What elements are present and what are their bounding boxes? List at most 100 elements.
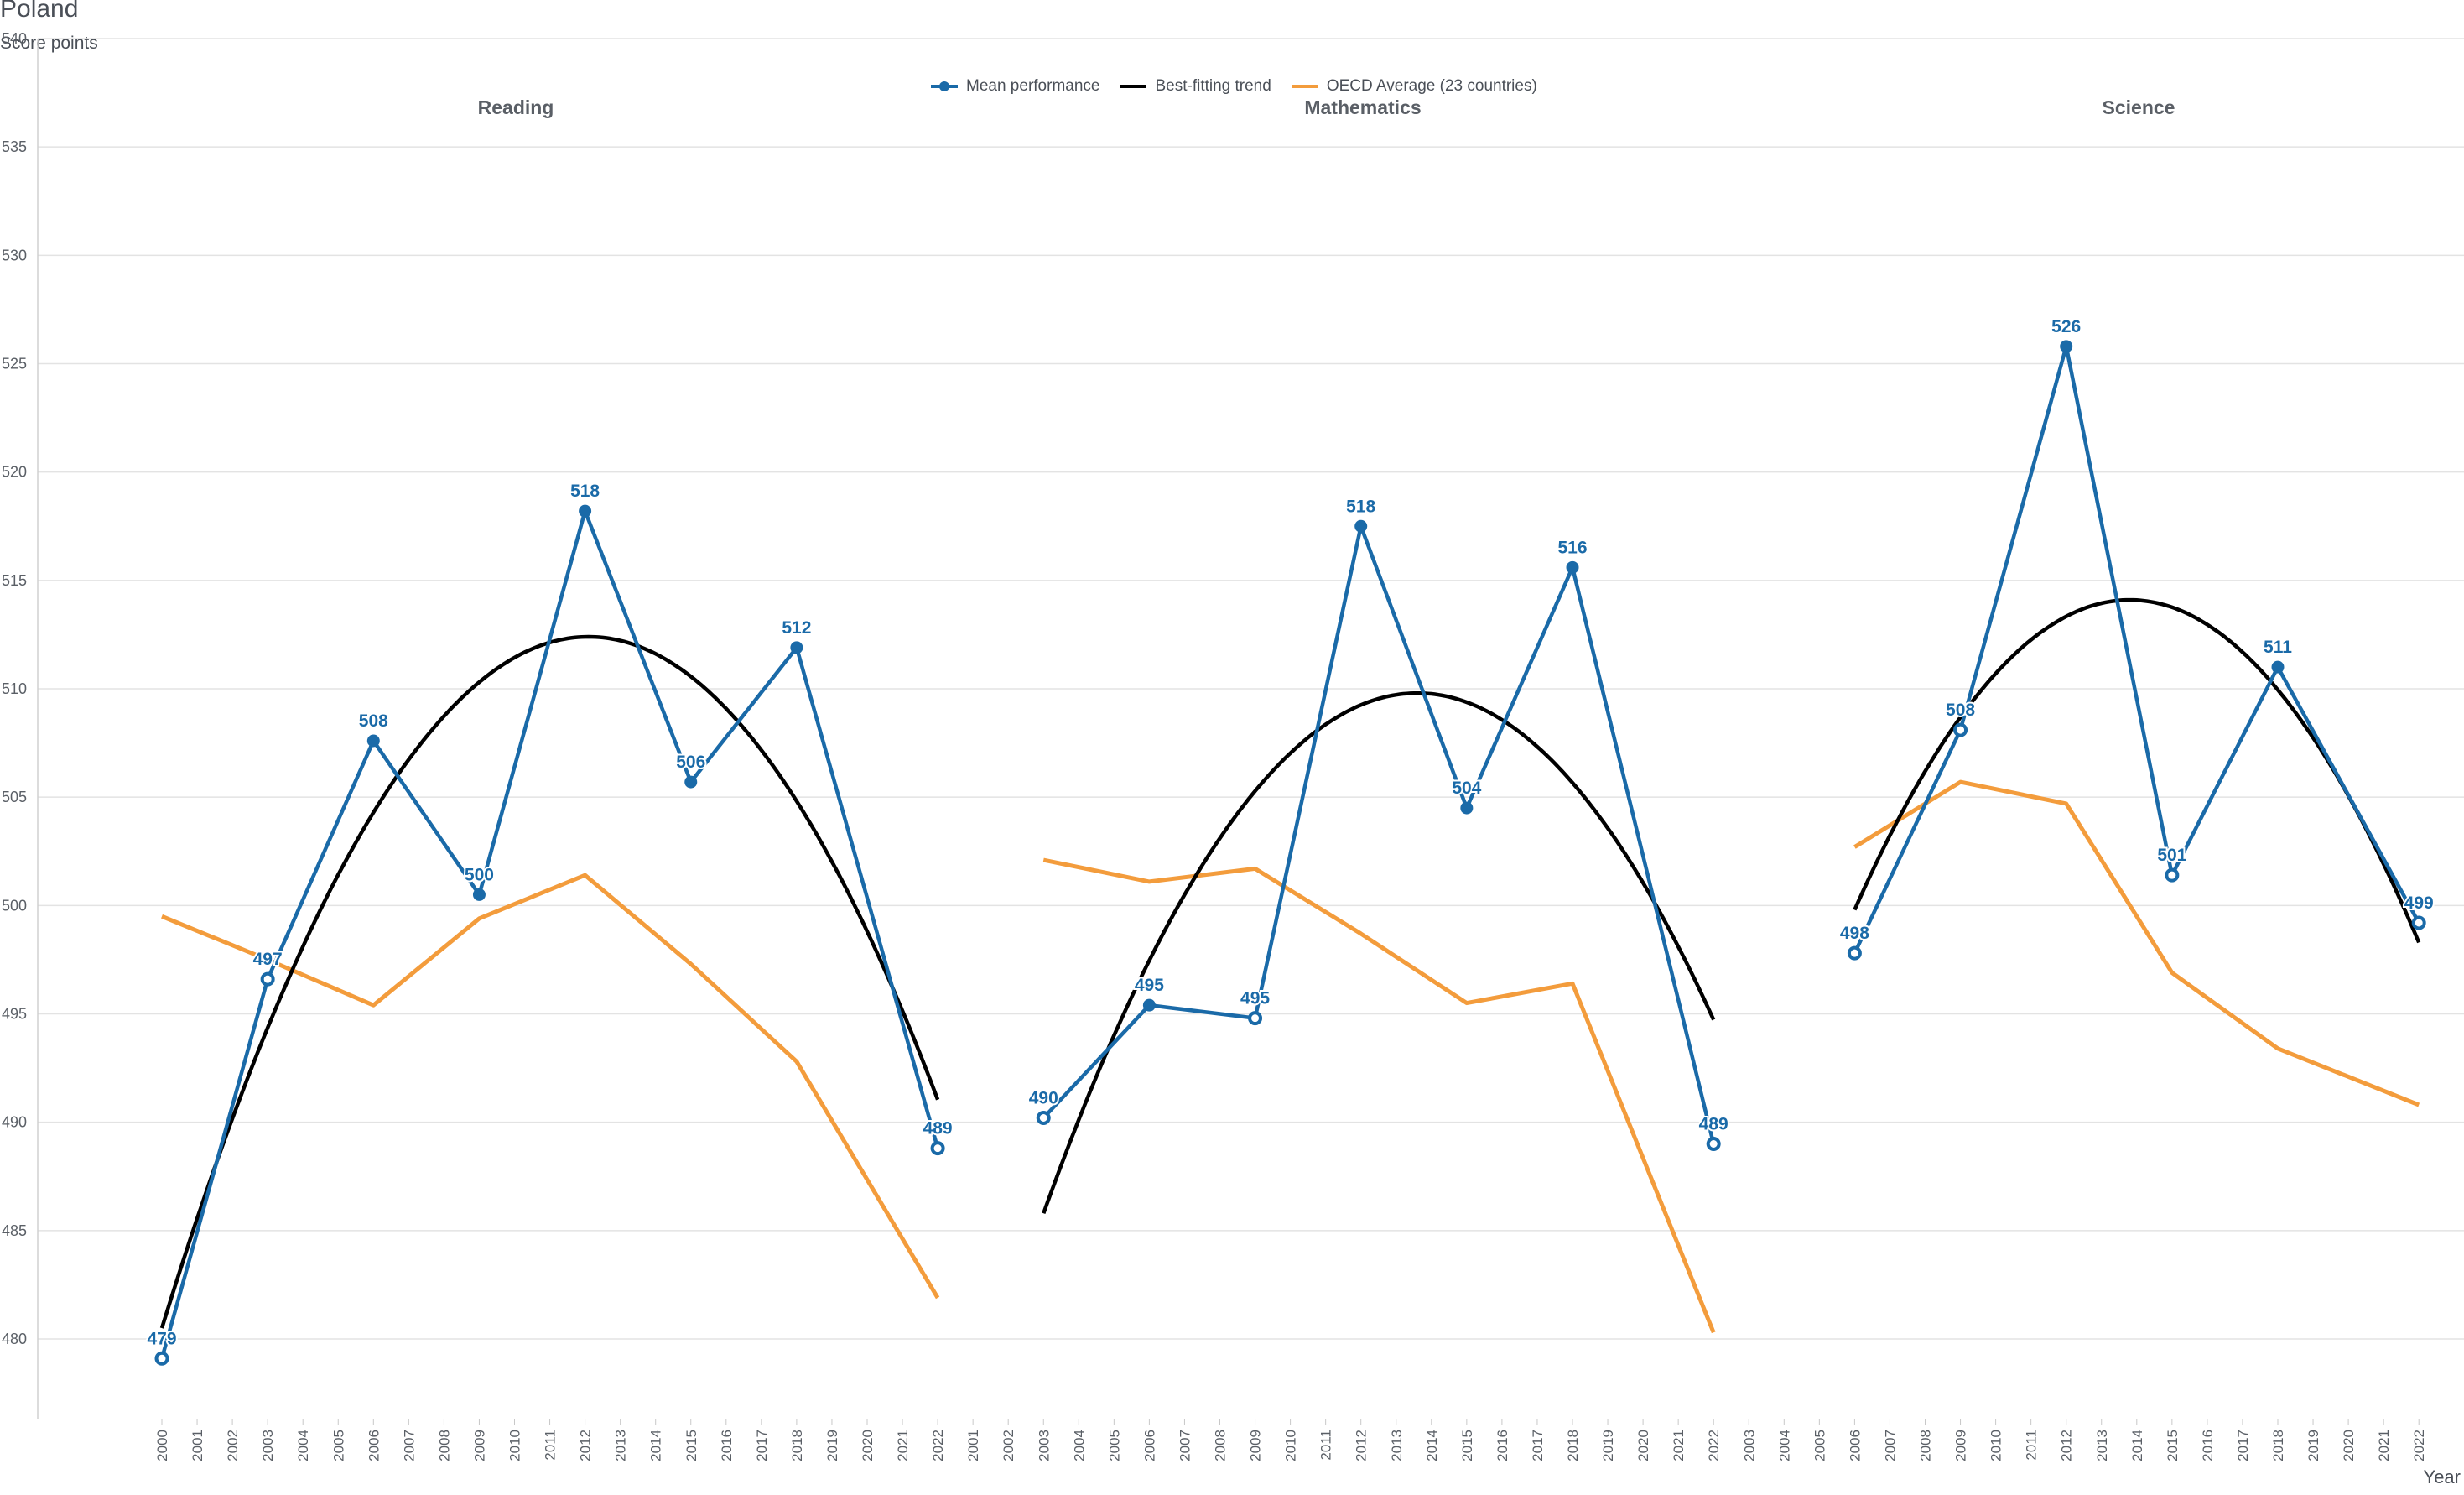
y-tick-label-510: 510: [2, 680, 27, 697]
legend-label-mean: Mean performance: [966, 77, 1100, 95]
oecd-line-science: [1853, 779, 2420, 1107]
legend-line-oecd-icon: [1291, 85, 1318, 88]
trend-line-mathematics: [1042, 690, 1716, 1214]
data-label-science-2009: 508: [1946, 701, 1975, 720]
x-tick-label-2021: 2021: [2376, 1430, 2392, 1461]
mean-point-mathematics-2009: [1248, 1011, 1263, 1026]
mean-point-reading-2015: [684, 775, 698, 789]
x-tick-label-2022: 2022: [1706, 1430, 1722, 1461]
mean-point-mathematics-2018: [1566, 560, 1579, 574]
x-tick-label-2013: 2013: [2094, 1430, 2110, 1461]
data-label-science-2018: 511: [2264, 638, 2292, 657]
x-tick-label-2015: 2015: [684, 1430, 699, 1461]
mean-point-mathematics-2006: [1142, 998, 1156, 1012]
x-tick-label-2002: 2002: [225, 1430, 241, 1461]
x-tick-label-2006: 2006: [1847, 1430, 1863, 1461]
mean-line-reading: [159, 508, 940, 1359]
data-label-reading-2012: 518: [570, 482, 600, 501]
x-tick-label-2014: 2014: [648, 1430, 664, 1461]
x-tick-label-2009: 2009: [471, 1430, 487, 1461]
data-label-mathematics-2022: 489: [1699, 1115, 1728, 1134]
x-tick-label-2014: 2014: [1424, 1430, 1440, 1461]
x-tick-label-2003: 2003: [1036, 1430, 1052, 1461]
data-label-science-2022: 499: [2404, 893, 2434, 913]
x-tick-label-2000: 2000: [154, 1430, 170, 1461]
y-tick-label-490: 490: [2, 1114, 27, 1131]
x-tick-label-2015: 2015: [1459, 1430, 1475, 1461]
x-tick-label-2018: 2018: [1565, 1430, 1581, 1461]
chart-title: Poland: [0, 0, 79, 23]
x-tick-label-2017: 2017: [754, 1430, 770, 1461]
x-tick-label-2020: 2020: [860, 1430, 876, 1461]
mean-point-reading-2003: [260, 971, 275, 987]
legend-item-oecd[interactable]: OECD Average (23 countries): [1290, 77, 1537, 96]
x-tick-label-2003: 2003: [260, 1430, 276, 1461]
x-tick-label-2015: 2015: [2165, 1430, 2181, 1461]
x-tick-label-2007: 2007: [401, 1430, 417, 1461]
x-tick-label-2003: 2003: [1741, 1430, 1757, 1461]
data-label-science-2006: 498: [1840, 924, 1869, 943]
x-tick-label-2021: 2021: [895, 1430, 911, 1461]
x-tick-label-2009: 2009: [1248, 1430, 1264, 1461]
legend: Mean performance Best-fitting trend OECD…: [929, 77, 1537, 96]
x-tick-label-2002: 2002: [1001, 1430, 1016, 1461]
y-tick-label-535: 535: [2, 138, 27, 155]
y-tick-label-520: 520: [2, 464, 27, 481]
x-tick-label-2012: 2012: [2059, 1430, 2075, 1461]
x-tick-label-2019: 2019: [1600, 1430, 1616, 1461]
mean-point-reading-2000: [154, 1351, 169, 1366]
oecd-line-mathematics: [1042, 857, 1716, 1334]
x-tick-label-2010: 2010: [1988, 1430, 2004, 1461]
x-tick-label-2001: 2001: [965, 1430, 981, 1461]
x-tick-label-2004: 2004: [1071, 1430, 1087, 1461]
mean-point-reading-2022: [930, 1141, 945, 1156]
x-tick-label-2007: 2007: [1882, 1430, 1898, 1461]
x-tick-label-2006: 2006: [366, 1430, 382, 1461]
panel-title-reading: Reading: [478, 96, 554, 118]
x-tick-label-2004: 2004: [1776, 1430, 1792, 1461]
panel-title-science: Science: [2103, 96, 2175, 118]
x-tick-label-2020: 2020: [1635, 1430, 1651, 1461]
x-tick-label-2020: 2020: [2341, 1430, 2357, 1461]
mean-point-reading-2018: [790, 641, 803, 654]
data-label-reading-2022: 489: [923, 1119, 953, 1138]
x-tick-label-2013: 2013: [1389, 1430, 1405, 1461]
mean-point-mathematics-2022: [1706, 1137, 1721, 1151]
y-tick-label-505: 505: [2, 789, 27, 805]
legend-label-oecd: OECD Average (23 countries): [1326, 77, 1537, 95]
y-tick-label-500: 500: [2, 897, 27, 914]
x-tick-label-2005: 2005: [330, 1430, 346, 1461]
mean-point-mathematics-2015: [1460, 801, 1474, 815]
x-tick-label-2019: 2019: [824, 1430, 840, 1461]
data-label-mathematics-2003: 490: [1029, 1089, 1058, 1108]
data-label-reading-2006: 508: [359, 711, 388, 731]
mean-point-science-2012: [2060, 340, 2073, 353]
mean-point-science-2018: [2271, 660, 2285, 674]
x-tick-label-2008: 2008: [1918, 1430, 1934, 1461]
mean-point-science-2022: [2411, 915, 2426, 930]
x-tick-label-2018: 2018: [789, 1430, 805, 1461]
x-tick-label-2022: 2022: [2411, 1430, 2427, 1461]
x-tick-label-2005: 2005: [1812, 1430, 1827, 1461]
mean-point-reading-2012: [579, 504, 592, 518]
data-label-mathematics-2012: 518: [1346, 497, 1375, 516]
panel-title-mathematics: Mathematics: [1304, 96, 1421, 118]
x-tick-label-2005: 2005: [1106, 1430, 1122, 1461]
y-tick-label-525: 525: [2, 356, 27, 372]
x-tick-label-2008: 2008: [1213, 1430, 1229, 1461]
oecd-line-reading: [161, 873, 940, 1300]
legend-item-trend[interactable]: Best-fitting trend: [1118, 77, 1271, 96]
legend-item-mean[interactable]: Mean performance: [929, 77, 1099, 96]
mean-point-reading-2006: [366, 734, 380, 748]
x-tick-label-2022: 2022: [930, 1430, 946, 1461]
x-tick-label-2013: 2013: [613, 1430, 629, 1461]
x-tick-label-2006: 2006: [1141, 1430, 1157, 1461]
data-label-mathematics-2015: 504: [1452, 779, 1481, 798]
x-tick-label-2016: 2016: [1495, 1430, 1510, 1461]
x-tick-label-2019: 2019: [2305, 1430, 2321, 1461]
x-tick-label-2017: 2017: [2235, 1430, 2251, 1461]
data-label-reading-2000: 479: [147, 1329, 176, 1348]
data-label-science-2015: 501: [2157, 846, 2186, 865]
data-label-reading-2009: 500: [465, 865, 494, 884]
